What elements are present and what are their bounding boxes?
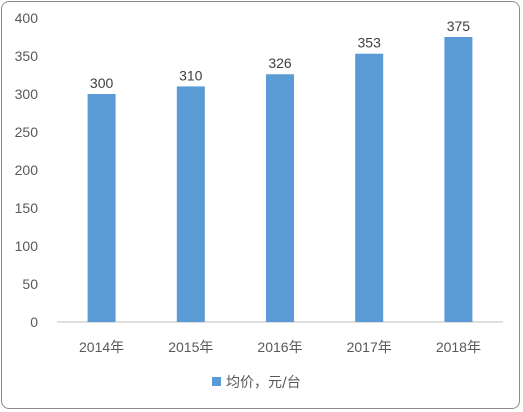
y-tick-label: 100 bbox=[15, 238, 39, 254]
bar bbox=[266, 74, 294, 323]
x-tick-label: 2018年 bbox=[436, 339, 481, 355]
y-tick-label: 200 bbox=[15, 162, 39, 178]
bar bbox=[444, 37, 473, 322]
data-label: 326 bbox=[268, 55, 292, 71]
y-tick-label: 400 bbox=[15, 10, 39, 26]
y-tick-label: 50 bbox=[22, 276, 38, 292]
y-tick-label: 250 bbox=[15, 124, 39, 140]
legend-label: 均价，元/台 bbox=[226, 375, 301, 391]
y-tick-label: 0 bbox=[30, 314, 38, 330]
data-label: 310 bbox=[179, 67, 203, 83]
bar-series: 300 310 326 353 375 bbox=[87, 18, 473, 323]
x-tick-label: 2015年 bbox=[168, 339, 213, 355]
y-axis: 0 50 100 150 200 250 300 350 400 bbox=[15, 10, 39, 330]
x-tick-label: 2017年 bbox=[347, 339, 392, 355]
y-tick-label: 300 bbox=[15, 86, 39, 102]
bar bbox=[355, 53, 384, 322]
bar bbox=[176, 86, 205, 323]
bar bbox=[87, 94, 116, 322]
data-label: 300 bbox=[90, 75, 114, 91]
y-tick-label: 350 bbox=[15, 48, 39, 64]
legend: 均价，元/台 bbox=[212, 375, 301, 391]
x-axis: 2014年 2015年 2016年 2017年 2018年 bbox=[79, 339, 481, 355]
legend-swatch bbox=[212, 377, 221, 386]
x-tick-label: 2014年 bbox=[79, 339, 124, 355]
y-tick-label: 150 bbox=[15, 200, 39, 216]
data-label: 353 bbox=[358, 35, 382, 51]
x-tick-label: 2016年 bbox=[257, 339, 302, 355]
data-label: 375 bbox=[447, 18, 471, 34]
